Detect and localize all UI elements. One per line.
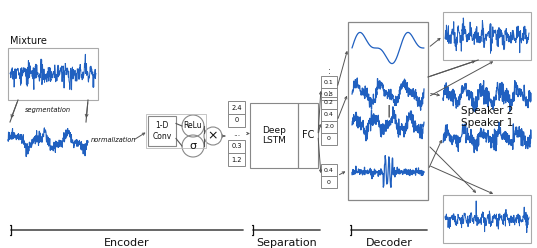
Text: 0: 0 <box>327 136 331 142</box>
Bar <box>321 133 337 145</box>
Text: Decoder: Decoder <box>366 238 412 248</box>
Bar <box>228 153 245 166</box>
Bar <box>148 116 176 146</box>
Bar <box>228 101 245 114</box>
Text: Encoder: Encoder <box>104 238 150 248</box>
Text: FC: FC <box>302 130 314 141</box>
Text: segmentation: segmentation <box>25 107 71 113</box>
Text: 2.4: 2.4 <box>231 104 242 111</box>
Text: 1.2: 1.2 <box>231 156 242 162</box>
Text: :: : <box>328 67 330 76</box>
Text: 0.2: 0.2 <box>324 100 334 105</box>
Text: Speaker 1: Speaker 1 <box>461 118 513 128</box>
Bar <box>321 121 337 133</box>
Text: 0: 0 <box>234 118 238 124</box>
Text: |: | <box>386 104 390 118</box>
Bar <box>228 114 245 127</box>
Text: 0.3: 0.3 <box>231 144 242 150</box>
Text: 1-D
Conv: 1-D Conv <box>153 121 172 141</box>
Text: ...: ... <box>233 129 240 138</box>
Text: 0.4: 0.4 <box>324 167 334 173</box>
Text: Deep
LSTM: Deep LSTM <box>262 126 286 145</box>
Bar <box>321 76 337 88</box>
Bar <box>443 12 531 60</box>
Bar <box>298 103 318 168</box>
Text: 0.1: 0.1 <box>324 80 334 85</box>
Bar <box>321 109 337 121</box>
Text: Mixture: Mixture <box>10 36 47 46</box>
Bar <box>250 103 298 168</box>
Bar <box>321 176 337 188</box>
Text: Separation: Separation <box>256 238 317 248</box>
Text: 2.0: 2.0 <box>324 124 334 129</box>
Bar <box>443 195 531 243</box>
Text: 0.8: 0.8 <box>324 92 334 96</box>
Text: σ: σ <box>190 141 197 151</box>
Text: ×: × <box>208 129 218 143</box>
Bar <box>8 48 98 100</box>
Text: 0: 0 <box>327 180 331 185</box>
Bar <box>321 97 337 109</box>
Bar <box>348 22 428 200</box>
Text: 0.4: 0.4 <box>324 113 334 118</box>
Bar <box>321 164 337 176</box>
Text: ReLu: ReLu <box>184 122 202 130</box>
Text: Speaker 2: Speaker 2 <box>461 106 513 116</box>
Bar <box>146 114 206 148</box>
Text: normalization: normalization <box>91 137 136 143</box>
Bar <box>228 140 245 153</box>
Bar <box>321 88 337 100</box>
Text: :: : <box>328 89 330 97</box>
